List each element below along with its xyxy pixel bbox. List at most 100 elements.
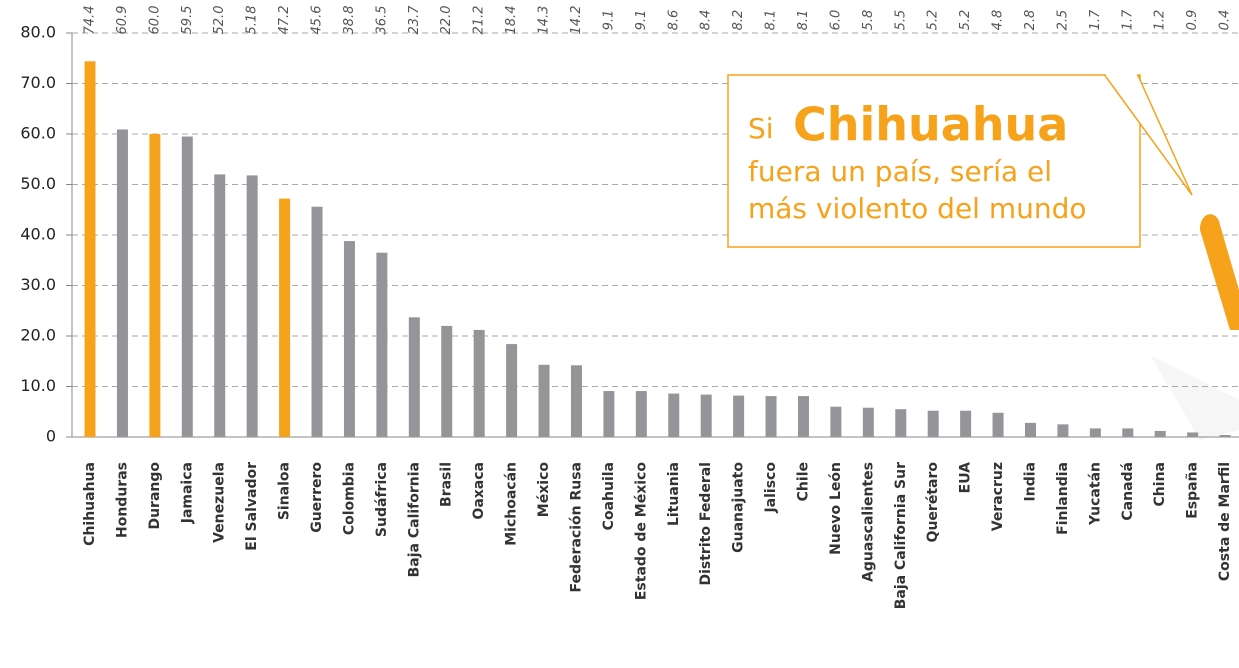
bar (635, 391, 647, 437)
value-label: 8.1 (796, 10, 811, 31)
x-tick-label: Colombia (341, 462, 357, 535)
value-label: 38.8 (342, 6, 357, 35)
bar (830, 406, 842, 437)
value-label: 36.5 (374, 6, 389, 35)
x-tick-label: EUA (958, 462, 974, 494)
x-tick-label: Estado de México (633, 462, 649, 600)
watermark (1150, 355, 1239, 440)
bar (441, 325, 453, 437)
value-label: 2.8 (1023, 10, 1038, 31)
y-tick-label: 10.0 (20, 376, 56, 395)
value-label: 8.2 (731, 10, 746, 31)
annotation: Chihuahua (793, 98, 1068, 152)
x-tick-label: Baja California Sur (893, 462, 909, 609)
y-tick-label: 80.0 (20, 23, 56, 42)
value-label: 1.7 (1120, 9, 1135, 30)
x-tick-label: Durango (147, 462, 163, 530)
value-label: 59.5 (180, 6, 195, 35)
x-tick-label: Nuevo León (828, 462, 844, 555)
bar (473, 329, 485, 437)
x-tick-label: Aguascalientes (860, 462, 876, 582)
y-tick-label: 20.0 (20, 326, 56, 345)
bar (538, 364, 550, 437)
value-label: 9.1 (634, 10, 649, 31)
x-tick-label: Finlandia (1055, 462, 1071, 535)
value-label: 21.2 (472, 6, 487, 35)
x-tick-label: Oaxaca (471, 462, 487, 520)
x-tick-label: Sinaloa (277, 462, 293, 520)
value-label: 1.7 (1088, 9, 1103, 30)
bar (960, 410, 972, 437)
value-label: 60.9 (115, 6, 130, 35)
value-label: 4.8 (991, 10, 1006, 31)
bar (1089, 428, 1101, 437)
bar (797, 396, 809, 437)
x-tick-label: Coahuila (601, 462, 617, 530)
x-tick-label: Jamaica (179, 462, 195, 524)
value-label: 47.2 (277, 6, 292, 35)
bar (279, 198, 291, 437)
x-tick-label: Jalisco (763, 462, 779, 514)
x-tick-label: Yucatán (1087, 462, 1103, 526)
bar (116, 129, 128, 437)
value-label: 2.5 (1055, 10, 1070, 31)
x-tick-label: México (536, 462, 552, 518)
bar (1154, 430, 1166, 437)
value-label: 5.2 (958, 10, 973, 31)
bar (570, 365, 582, 437)
x-tick-label: El Salvador (244, 462, 260, 551)
x-tick-label: Distrito Federal (698, 462, 714, 586)
pen-icon (1200, 214, 1239, 330)
value-label: 45.6 (310, 6, 325, 35)
x-tick-label: Costa de Marfil (1217, 462, 1233, 581)
bar (181, 136, 193, 437)
x-tick-label: Chihuahua (82, 462, 98, 546)
x-tick-label: Chile (795, 462, 811, 501)
x-tick-label: China (1152, 462, 1168, 506)
value-label: 52.0 (212, 6, 227, 35)
value-label: 5.8 (861, 10, 876, 31)
bar (1024, 422, 1036, 437)
value-label: 5.18 (245, 6, 260, 35)
value-label: 74.4 (83, 6, 98, 35)
bar (84, 61, 96, 437)
y-tick-label: 60.0 (20, 124, 56, 143)
value-label: 6.0 (828, 10, 843, 31)
value-label: 60.0 (147, 6, 162, 35)
bar (1122, 428, 1134, 437)
value-label: 14.2 (569, 6, 584, 35)
x-tick-label: Canadá (1120, 462, 1136, 521)
bar (1219, 434, 1231, 437)
bar (733, 395, 745, 437)
value-label: 5.2 (926, 10, 941, 31)
bar (700, 394, 712, 437)
bar (862, 407, 874, 437)
value-label: 1.2 (1153, 10, 1168, 31)
annotation: fuera un país, sería el (748, 155, 1052, 188)
x-tick-label: Brasil (439, 462, 455, 507)
y-tick-label: 50.0 (20, 174, 56, 193)
bar (895, 409, 907, 437)
x-tick-label: Venezuela (212, 462, 228, 543)
bar (1057, 424, 1069, 437)
x-tick-label: Sudáfrica (374, 462, 390, 537)
bar (765, 396, 777, 437)
x-tick-label: Honduras (114, 462, 130, 538)
x-tick-label: Guerrero (309, 462, 325, 533)
value-label: 8.6 (666, 10, 681, 31)
value-label: 5.5 (893, 10, 908, 31)
bar (603, 391, 615, 437)
bar (506, 344, 518, 437)
x-tick-label: Federación Rusa (568, 462, 584, 592)
value-label: 14.3 (537, 6, 552, 35)
y-tick-label: 70.0 (20, 73, 56, 92)
bar (246, 175, 258, 437)
y-tick-label: 0 (46, 427, 56, 446)
annotation: más violento del mundo (748, 192, 1087, 225)
y-tick-label: 40.0 (20, 225, 56, 244)
x-tick-label: Baja California (406, 462, 422, 577)
x-tick-label: India (1022, 462, 1038, 501)
bar (343, 241, 355, 437)
value-label: 9.1 (601, 10, 616, 31)
